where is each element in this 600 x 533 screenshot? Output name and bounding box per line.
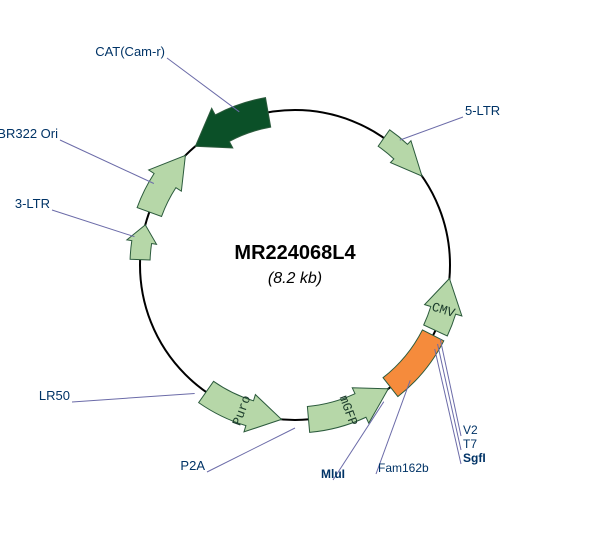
external-label: T7 [463,437,477,451]
leader-line [435,349,461,464]
external-label: Fam162b [378,461,429,475]
leader-line [167,58,239,112]
external-label: SgfI [463,451,486,465]
feature-fam [383,330,444,397]
plasmid-name: MR224068L4 [234,242,356,264]
external-label: LR50 [39,388,70,403]
leader-line [72,393,195,402]
feature-cat [195,98,270,148]
feature-pbr [137,155,185,216]
external-label: P2A [180,458,205,473]
external-label: V2 [463,423,478,437]
feature-three_ltr [127,225,157,260]
plasmid-map: CMVmGFPPuro5-LTRCAT(Cam-r)pBR322 Ori3-LT… [0,0,600,533]
external-label: 5-LTR [465,103,500,118]
leader-line [400,117,463,140]
leader-line [52,210,134,237]
leader-line [207,428,295,472]
feature-five_ltr [378,130,422,176]
external-label: 3-LTR [15,196,50,211]
external-label: pBR322 Ori [0,126,58,141]
leader-line [438,344,461,450]
plasmid-size: (8.2 kb) [268,270,322,287]
external-label: CAT(Cam-r) [95,44,165,59]
leader-line [60,140,154,184]
external-label: MluI [321,467,345,481]
